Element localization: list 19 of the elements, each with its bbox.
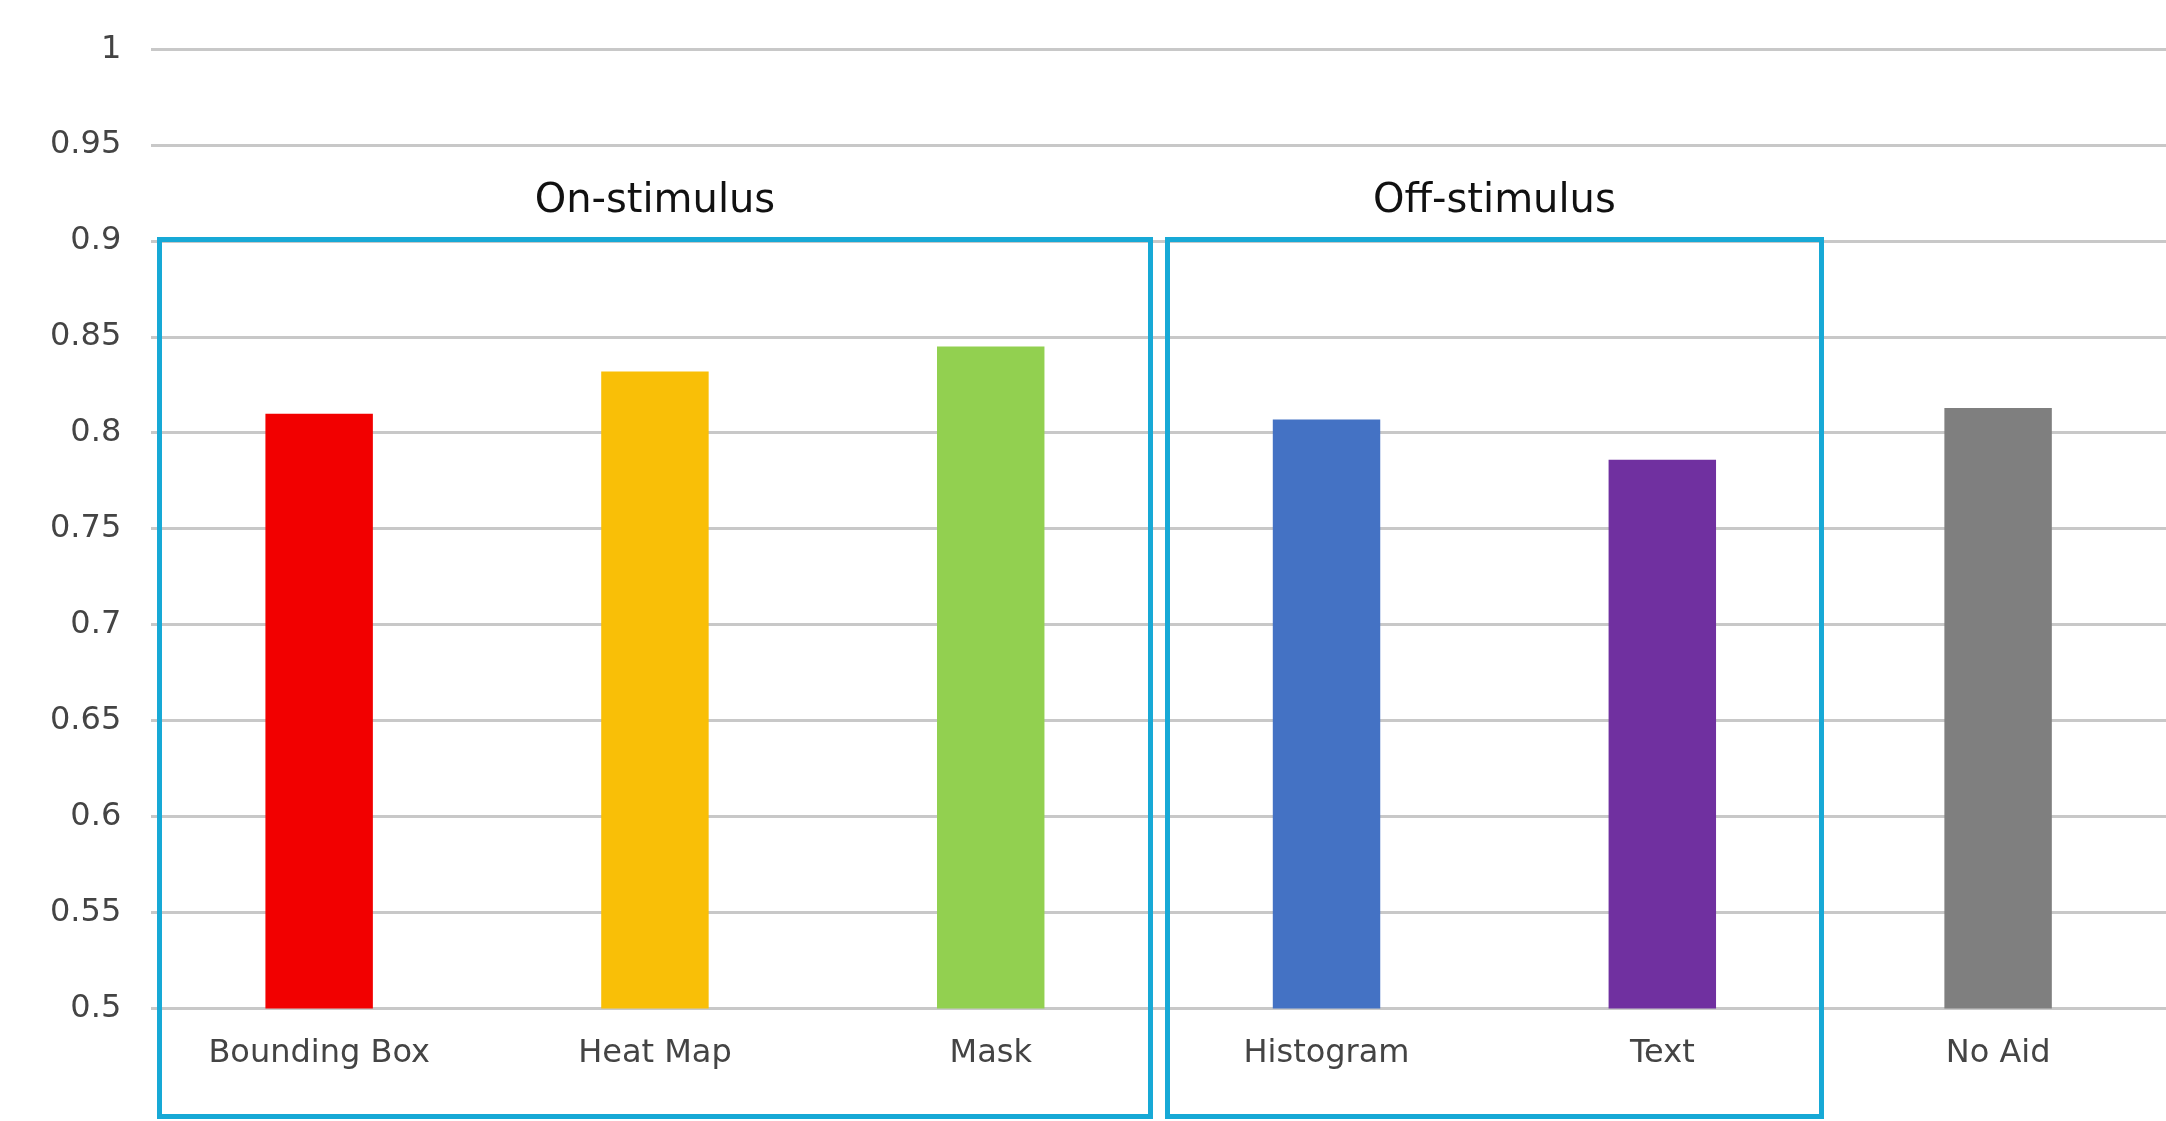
y-tick-label: 0.6 — [70, 795, 122, 834]
y-tick-label: 0.85 — [50, 315, 122, 354]
x-tick-label: Bounding Box — [208, 1032, 430, 1071]
y-tick-label: 0.7 — [70, 603, 122, 642]
y-tick-label: 0.5 — [70, 986, 122, 1025]
y-tick-label: 0.8 — [70, 411, 122, 450]
x-tick-label: Mask — [949, 1032, 1033, 1071]
y-tick-label: 0.65 — [50, 699, 122, 738]
x-tick-label: Heat Map — [578, 1032, 732, 1071]
y-tick-label: 0.9 — [70, 219, 122, 258]
y-tick-label: 0.95 — [50, 123, 122, 162]
annotation: On-stimulus — [534, 175, 776, 222]
x-tick-label: Histogram — [1243, 1032, 1410, 1071]
annotation: Off-stimulus — [1373, 175, 1616, 222]
x-tick-label: No Aid — [1945, 1032, 2051, 1071]
y-tick-label: 0.75 — [50, 507, 122, 546]
x-tick-label: Text — [1628, 1032, 1695, 1071]
y-tick-label: 1 — [100, 27, 122, 66]
y-tick-label: 0.55 — [50, 890, 122, 929]
